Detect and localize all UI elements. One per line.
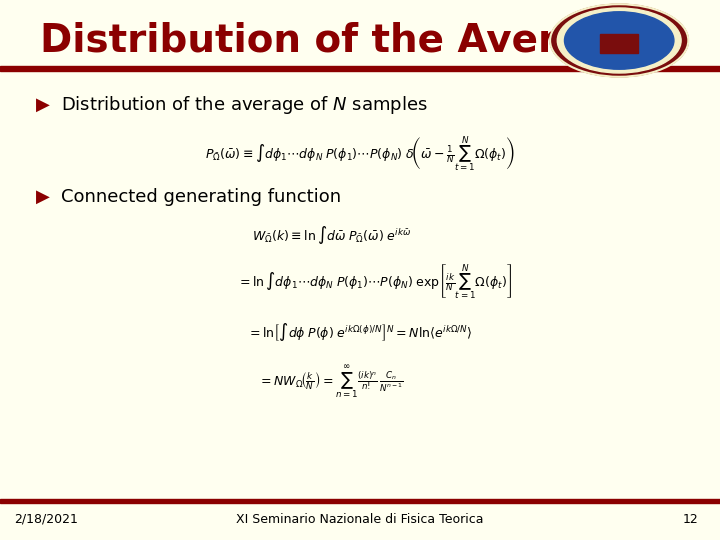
Circle shape: [564, 12, 674, 69]
Text: $= NW_\Omega\!\left(\frac{k}{N}\right) = \sum_{n=1}^{\infty} \frac{(ik)^n}{n!}\,: $= NW_\Omega\!\left(\frac{k}{N}\right) =…: [258, 364, 404, 401]
FancyBboxPatch shape: [600, 35, 638, 52]
Text: $\blacktriangleright$: $\blacktriangleright$: [32, 188, 52, 206]
Text: XI Seminario Nazionale di Fisica Teorica: XI Seminario Nazionale di Fisica Teorica: [236, 513, 484, 526]
Circle shape: [550, 4, 688, 77]
Circle shape: [557, 8, 681, 73]
Text: $= \ln\!\left[\int d\phi \; P(\phi) \; e^{ik\Omega(\phi)/N}\right]^N = N\ln\!\le: $= \ln\!\left[\int d\phi \; P(\phi) \; e…: [247, 321, 473, 343]
Text: $W_{\bar{\Omega}}(k) \equiv \ln \int d\bar{\omega} \; P_{\bar{\Omega}}(\bar{\ome: $W_{\bar{\Omega}}(k) \equiv \ln \int d\b…: [252, 224, 410, 246]
Bar: [0, 66, 720, 71]
Text: $= \ln \int d\phi_1 \cdots d\phi_N \; P(\phi_1)\cdots P(\phi_N) \; \exp\!\left[\: $= \ln \int d\phi_1 \cdots d\phi_N \; P(…: [237, 262, 512, 302]
Text: Distribution of the Average: Distribution of the Average: [40, 22, 637, 59]
Bar: [0, 500, 720, 503]
Text: Distribution of the average of $N$ samples: Distribution of the average of $N$ sampl…: [61, 94, 428, 116]
Text: Connected generating function: Connected generating function: [61, 188, 341, 206]
Text: 12: 12: [683, 513, 698, 526]
Text: 2/18/2021: 2/18/2021: [14, 513, 78, 526]
Text: $P_{\bar{\Omega}}(\bar{\omega}) \equiv \int d\phi_1 \cdots d\phi_N \; P(\phi_1)\: $P_{\bar{\Omega}}(\bar{\omega}) \equiv \…: [205, 134, 515, 174]
Text: $\blacktriangleright$: $\blacktriangleright$: [32, 96, 52, 114]
